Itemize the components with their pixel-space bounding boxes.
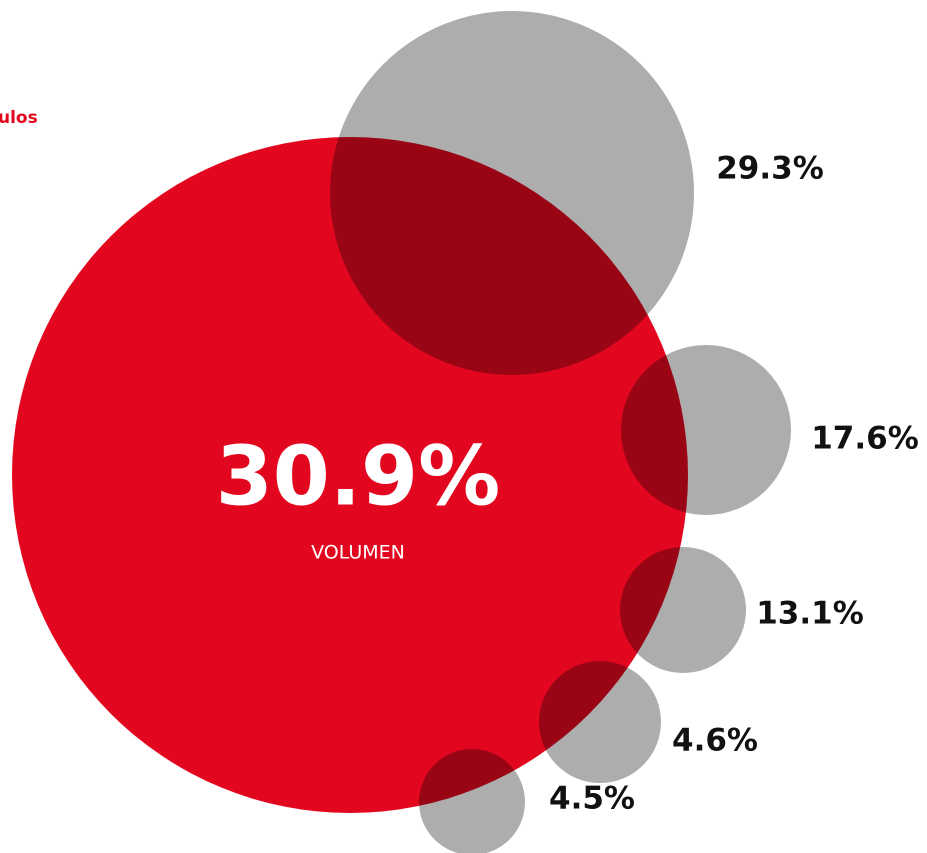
caption: VOLUMEN bbox=[311, 542, 405, 564]
value-label: 29.3% bbox=[716, 151, 824, 187]
value-label: 4.6% bbox=[672, 723, 758, 759]
value-label: 17.6% bbox=[811, 421, 919, 457]
bubble bbox=[330, 11, 694, 375]
bubble bbox=[620, 547, 746, 673]
main-value-label: 30.9% bbox=[216, 429, 500, 524]
chart-title: ulos bbox=[0, 108, 38, 128]
bubble bbox=[419, 749, 525, 853]
bubble bbox=[539, 661, 661, 783]
bubble bbox=[621, 345, 791, 515]
value-label: 4.5% bbox=[549, 781, 635, 817]
value-label: 13.1% bbox=[756, 596, 864, 632]
